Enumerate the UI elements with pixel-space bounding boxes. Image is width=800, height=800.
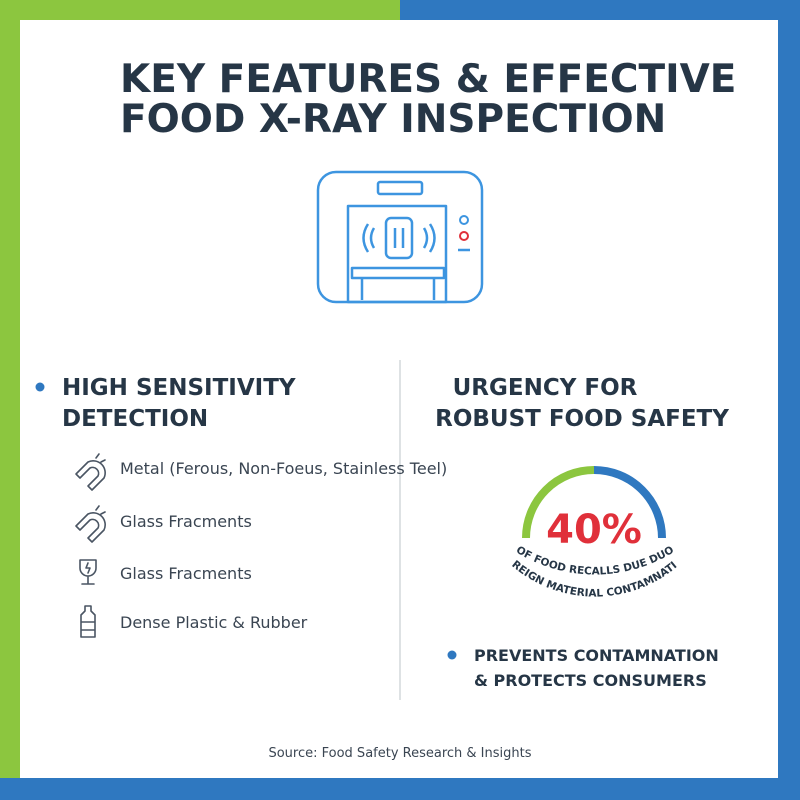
bullet-dot (447, 650, 457, 660)
magnet-icon (75, 453, 106, 491)
bottle-icon (80, 605, 96, 638)
list-item: Metal (Ferous, Non-Foeus, Stainless Teel… (120, 459, 447, 478)
title-line: KEY FEATURES & EFFECTIVE (120, 57, 736, 102)
bullet-text: PREVENTS CONTAMNATION (474, 646, 719, 665)
bullet-dot (35, 382, 45, 392)
section-heading: DETECTION (62, 406, 208, 432)
xray-machine-icon (316, 170, 484, 304)
gauge-arc (593, 466, 666, 539)
section-heading: URGENCY FOR (453, 375, 638, 401)
card (20, 20, 778, 778)
stat-value: 40% (546, 507, 642, 553)
bottom-band (0, 778, 800, 800)
section-heading: ROBUST FOOD SAFETY (435, 406, 729, 432)
magnet-icon (75, 505, 106, 543)
list-item: Dense Plastic & Rubber (120, 613, 308, 632)
source: Source: Food Safety Research & Insights (268, 746, 531, 761)
title-line: FOOD X-RAY INSPECTION (120, 97, 666, 142)
list-item: Glass Fracments (120, 564, 252, 583)
bullet-text: & PROTECTS CONSUMERS (474, 671, 707, 690)
gauge-arc (522, 466, 595, 539)
list-item: Glass Fracments (120, 512, 252, 531)
section-heading: HIGH SENSITIVITY (62, 375, 296, 401)
glass-icon (79, 559, 97, 585)
